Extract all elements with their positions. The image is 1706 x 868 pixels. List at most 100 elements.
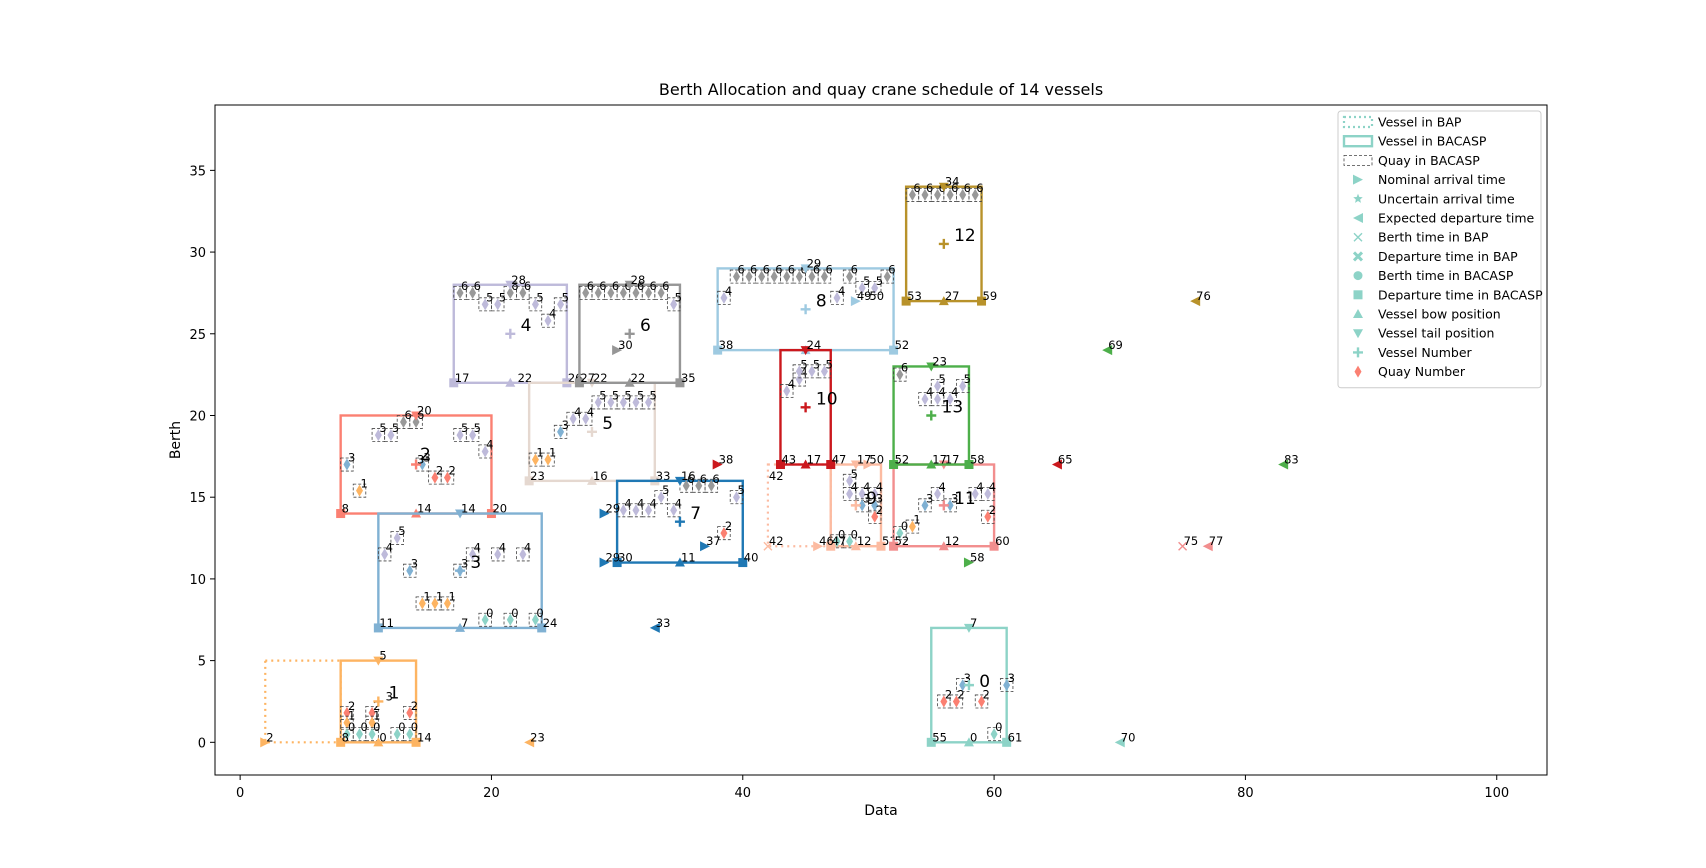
vessel-7-quay-label-9: 2 [725, 519, 732, 533]
vessel-7-marker-plus-8 [674, 516, 685, 527]
vessel-6-quay-diamond-6 [657, 286, 665, 299]
vessel-2-number: 2 [420, 445, 431, 465]
vessel-3-marker-tri-down-3 [455, 509, 466, 519]
vessel-7-quay-box-6 [679, 478, 693, 493]
vessel-13-marker-square-4 [964, 460, 974, 470]
vessel-9-quay-label-1: 4 [851, 480, 858, 494]
legend-marker-5 [1353, 213, 1363, 223]
vessel-2-quay-label-7: 5 [461, 421, 468, 435]
vessel-3-quay-diamond-1 [469, 548, 477, 561]
vessel-13-label-0: 52 [895, 453, 910, 467]
vessel-11-quay-label-3: 3 [951, 491, 958, 505]
vessel-10-marker-plus-6 [800, 402, 811, 413]
legend-label-0: Vessel in BAP [1378, 115, 1462, 130]
vessel-11-quay-diamond-0 [896, 527, 904, 540]
vessel-13-quay-box-4 [930, 379, 945, 394]
vessel-11-quay-box-0 [893, 526, 907, 541]
vessel-4-quay-box-5 [491, 297, 505, 312]
vessel-11-marker-plus-6 [938, 500, 949, 511]
vessel-5-marker-square-0 [524, 476, 534, 486]
vessel-2-quay-diamond-0 [343, 458, 351, 471]
vessel-10-label-0: 43 [781, 453, 796, 467]
vessel-0-marker-tri-down-4 [963, 623, 974, 633]
vessel-3-quay-diamond-7 [418, 597, 426, 610]
vessel-7-label-6: 33 [656, 616, 671, 630]
legend-marker-9 [1353, 290, 1363, 300]
vessel-4-quay-label-0: 6 [461, 279, 468, 293]
vessel-6-label-2: 35 [681, 371, 696, 385]
vessel-3-quay-box-6 [453, 563, 467, 578]
vessel-2-label-4: 3 [417, 453, 424, 467]
vessel-3-quay-box-7 [415, 596, 430, 611]
vessel-5-marker-plus-4 [586, 426, 597, 437]
vessel-3-quay-label-5: 3 [411, 557, 418, 571]
vessel-2-quay-diamond-3 [431, 471, 439, 484]
vessel-8-quay-box-2 [729, 269, 744, 284]
vessel-8-quay-box-5 [767, 269, 781, 284]
vessel-4-marker-plus-4 [505, 328, 516, 339]
vessel-6-marker-square-2 [675, 378, 685, 388]
legend-marker-6 [1353, 232, 1363, 242]
vessel-6-quay-box-5 [641, 285, 656, 300]
vessel-13-marker-tri-right-0 [963, 557, 974, 568]
vessel-3-label-1: 7 [461, 616, 468, 630]
vessel-3-quay-box-8 [428, 596, 442, 611]
y-tick-label-5: 25 [189, 328, 206, 343]
vessel-1-quay-box-2 [403, 705, 417, 720]
vessel-8-quay-diamond-12 [858, 282, 866, 295]
vessel-2-quay-box-9 [396, 415, 411, 429]
vessel-4-quay-box-4 [478, 297, 492, 312]
legend-marker-0 [1342, 115, 1374, 129]
vessel-5-quay-label-6: 5 [612, 388, 619, 402]
vessel-7-label-5: 29 [606, 502, 621, 516]
vessel-13-quay-label-0: 6 [901, 361, 908, 375]
vessel-11-quay-label-1: 1 [913, 513, 920, 527]
vessel-9-quay-diamond-7 [833, 535, 841, 548]
vessel-13-quay-diamond-2 [934, 393, 942, 406]
legend: Vessel in BAP Vessel in BACASP Quay in BAC… [1337, 110, 1543, 389]
vessel-0-quay-diamond-3 [959, 679, 967, 692]
vessel-12-marker-tri-up-3 [938, 296, 949, 306]
vessel-5-number: 5 [602, 414, 613, 434]
vessel-12-marker-tri-down-4 [938, 182, 949, 192]
vessel-5-quay-box-0 [528, 452, 543, 467]
vessel-2-quay-diamond-7 [456, 429, 464, 442]
vessel-2-quay-label-0: 3 [348, 451, 355, 465]
vessel-8-quay-label-11: 6 [888, 263, 895, 277]
x-tick-label-2: 40 [735, 786, 752, 801]
vessel-12-quay-label-4: 6 [964, 181, 971, 195]
vessel-7-quay-diamond-8 [707, 479, 715, 492]
vessel-0-number: 0 [979, 672, 990, 692]
vessel-2-quay-box-2 [352, 483, 367, 498]
vessel-10-number: 10 [816, 389, 838, 409]
vessel-10-quay-box-2 [792, 364, 807, 379]
vessel-10-quay-box-3 [805, 364, 819, 379]
vessel-8-quay-box-0 [717, 290, 731, 305]
vessel-7-quay-diamond-0 [619, 504, 627, 517]
vessel-7-quay-box-8 [704, 478, 719, 493]
vessel-10-label-2: 47 [832, 453, 847, 467]
vessel-11-quay-label-6: 4 [989, 480, 996, 494]
vessel-9-label-6: 17 [857, 453, 872, 467]
vessel-10-marker-square-2 [775, 460, 785, 470]
vessel-11-quay-diamond-1 [908, 520, 916, 533]
legend-marker-11 [1353, 329, 1363, 339]
vessel-9-quay-diamond-8 [846, 535, 854, 548]
vessel-11-quay-box-1 [905, 519, 920, 534]
vessel-4-quay-label-7: 5 [562, 290, 569, 304]
vessel-9-quay-diamond-2 [858, 487, 866, 500]
vessel-9-quay-diamond-5 [871, 499, 879, 512]
legend-marker-1 [1342, 134, 1374, 148]
vessel-7-quay-diamond-1 [632, 504, 640, 517]
vessel-0-quay-box-1 [949, 694, 964, 709]
vessel-2-quay-label-1: 3 [423, 451, 430, 465]
vessel-10-label-4: 38 [719, 453, 734, 467]
vessel-6-quay-diamond-1 [594, 286, 602, 299]
vessel-1-quay-label-1: 2 [373, 699, 380, 713]
vessel-5-quay-label-8: 5 [637, 388, 644, 402]
vessel-1-label-0: 2 [266, 730, 273, 744]
vessel-4-quay-label-1: 6 [474, 279, 481, 293]
